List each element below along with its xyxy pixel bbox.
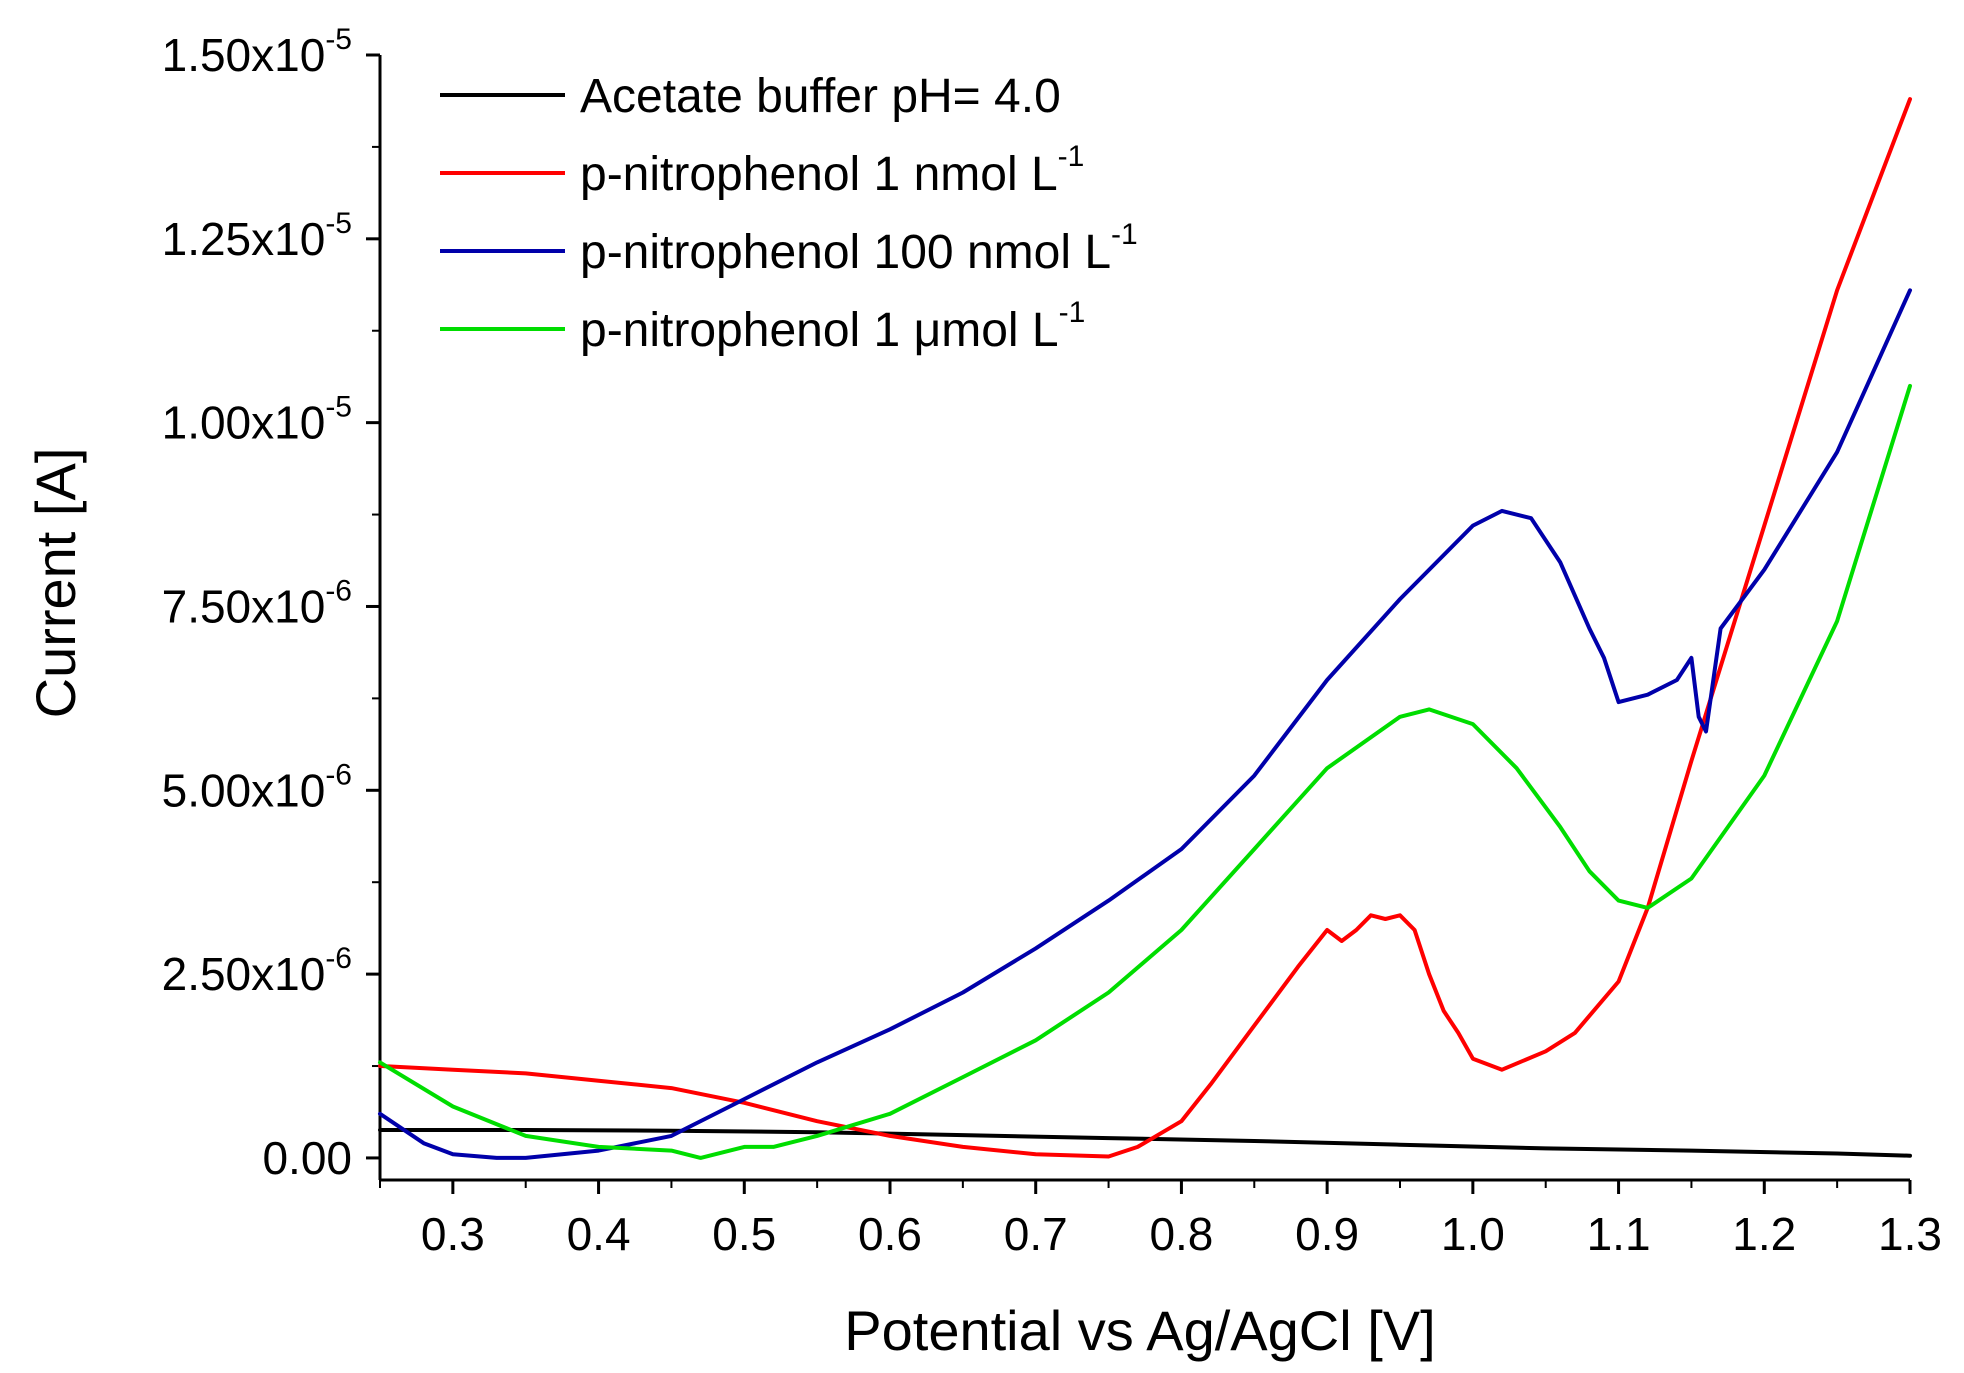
y-tick-label: 1.25x10-5 [162,207,352,265]
y-tick-label: 5.00x10-6 [162,758,352,816]
series-line-1 [378,1128,1912,1158]
x-tick-label: 0.5 [712,1208,776,1260]
legend-label-3: p-nitrophenol 100 nmol L-1 [580,218,1138,279]
y-tick-label: 0.00 [262,1132,352,1184]
x-tick-label: 1.0 [1441,1208,1505,1260]
legend-label-1: Acetate buffer pH= 4.0 [580,70,1061,123]
series-line-2 [378,97,1912,1159]
x-tick-label: 1.1 [1587,1208,1651,1260]
x-tick-label: 0.8 [1149,1208,1213,1260]
x-tick-label: 0.6 [858,1208,922,1260]
x-tick-label: 0.3 [421,1208,485,1260]
series-layer [378,97,1912,1160]
legend: Acetate buffer pH= 4.0 p-nitrophenol 1 nm… [440,70,1138,357]
legend-label-2: p-nitrophenol 1 nmol L-1 [580,140,1084,201]
x-tick-label: 0.9 [1295,1208,1359,1260]
y-tick-label: 7.50x10-6 [162,574,352,632]
axes: 0.3 0.4 0.5 0.6 0.7 0.8 0.9 1.0 1.1 1.2 1.3 0.00 2.5… [162,23,1942,1260]
x-tick-label: 0.7 [1004,1208,1068,1260]
x-tick-label: 0.4 [567,1208,631,1260]
legend-label-4: p-nitrophenol 1 μmol L-1 [580,296,1085,357]
y-axis-title: Current [A] [24,448,87,719]
series-line-4 [378,383,1912,1160]
x-tick-label: 1.3 [1878,1208,1942,1260]
x-tick-label: 1.2 [1732,1208,1796,1260]
y-tick-label: 1.50x10-5 [162,23,352,81]
x-axis-title: Potential vs Ag/AgCl [V] [844,1299,1435,1362]
y-tick-label: 1.00x10-5 [162,391,352,449]
y-tick-label: 2.50x10-6 [162,942,352,1000]
series-line-3 [378,288,1912,1160]
